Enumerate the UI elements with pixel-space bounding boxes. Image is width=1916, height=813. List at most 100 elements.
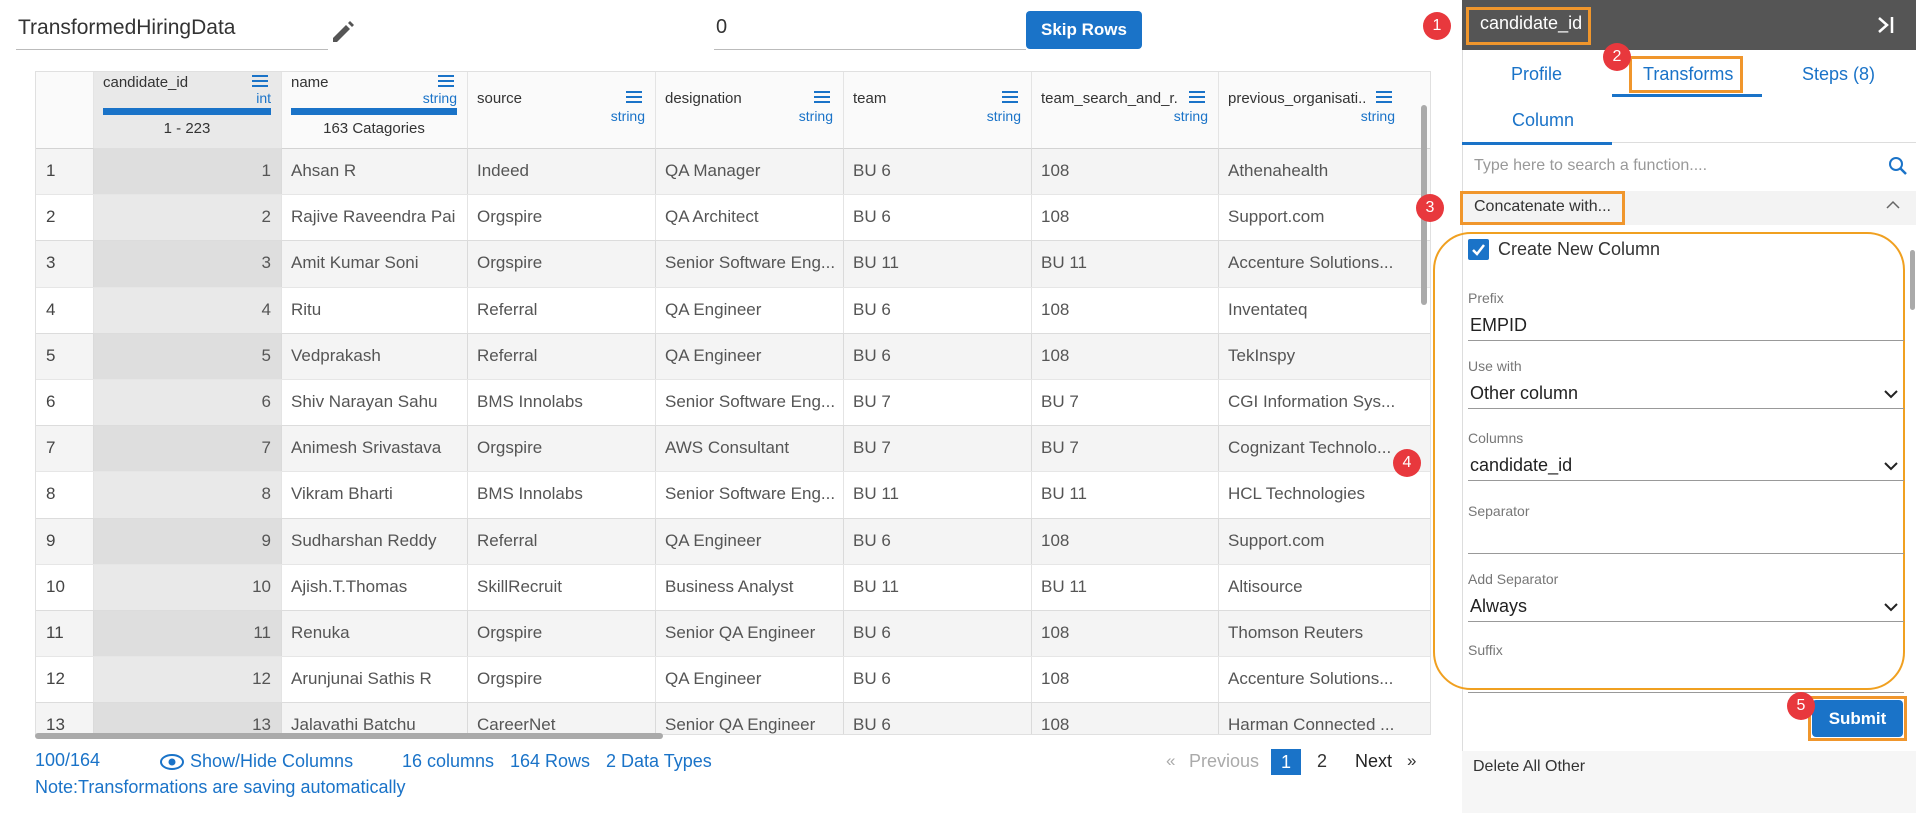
column-menu[interactable] xyxy=(814,91,830,103)
column-divider xyxy=(93,72,94,734)
edit-icon[interactable] xyxy=(330,18,356,44)
row-bg xyxy=(36,240,1430,287)
column-divider xyxy=(467,72,468,734)
submit-button[interactable]: Submit xyxy=(1812,700,1903,737)
checkbox[interactable] xyxy=(1468,239,1489,260)
page-1[interactable]: 1 xyxy=(1271,749,1301,775)
show-hide-columns[interactable]: Show/Hide Columns xyxy=(190,751,354,771)
field-value[interactable]: EMPID xyxy=(1470,315,1528,335)
column-name: team xyxy=(853,90,887,107)
previous[interactable]: Previous xyxy=(1189,751,1260,771)
next[interactable]: Next xyxy=(1355,751,1393,771)
row-line xyxy=(36,610,1430,611)
column-menu[interactable] xyxy=(438,75,454,87)
summary-bar xyxy=(103,108,271,115)
column-menu[interactable] xyxy=(1376,91,1392,103)
cell: 108 xyxy=(1041,299,1070,319)
skip-button[interactable]: Skip Rows xyxy=(1026,11,1142,49)
cell: Referral xyxy=(477,299,538,319)
row-bg xyxy=(36,148,1430,195)
cell: Shiv Narayan Sahu xyxy=(291,392,438,411)
dataset-name: TransformedHiringData xyxy=(18,16,236,39)
selected-column xyxy=(93,72,281,734)
row-index: 1 xyxy=(46,161,56,180)
cell: 4 xyxy=(261,299,271,319)
column-divider xyxy=(843,72,844,734)
row-line xyxy=(36,286,1430,288)
column-name: team_search_and_r... xyxy=(1041,90,1178,107)
tab[interactable]: Profile xyxy=(1511,64,1563,84)
row-index: 5 xyxy=(46,345,56,365)
column-title: candidate_id xyxy=(1480,13,1583,33)
section-row[interactable] xyxy=(1462,191,1916,225)
field-line xyxy=(1468,621,1904,622)
collapse-icon[interactable] xyxy=(1876,15,1896,35)
row-index: 11 xyxy=(46,623,64,642)
cell: TekInspy xyxy=(1228,345,1296,365)
cell: BMS Innolabs xyxy=(477,392,583,411)
dropdown-arrow[interactable] xyxy=(1884,389,1898,399)
column-menu[interactable] xyxy=(1002,91,1018,103)
cell: Jalavathi Batchu xyxy=(291,715,416,735)
cell: CareerNet xyxy=(477,715,556,735)
column-divider xyxy=(655,72,656,734)
cell: BU 6 xyxy=(853,299,891,319)
column-summary: 1 - 223 xyxy=(163,120,211,137)
cell: 1 xyxy=(261,161,271,180)
field-value[interactable]: candidate_id xyxy=(1470,455,1573,475)
row-line xyxy=(36,240,1430,242)
panel-scrollbar[interactable] xyxy=(1910,250,1915,310)
column-divider xyxy=(281,72,282,734)
cell: 11 xyxy=(253,623,271,642)
cell: CGI Information Sys... xyxy=(1228,392,1396,411)
cell: Accenture Solutions... xyxy=(1228,669,1394,689)
menu-bar xyxy=(1002,96,1018,98)
menu-bar xyxy=(814,96,830,98)
cell: AWS Consultant xyxy=(665,438,790,458)
row-index: 9 xyxy=(46,530,56,550)
search-input[interactable]: Type here to search a function.... xyxy=(1474,157,1708,174)
cell: Referral xyxy=(477,345,538,365)
row-line xyxy=(36,379,1430,380)
skip-input[interactable]: 0 xyxy=(716,16,728,38)
cell: Senior QA Engineer xyxy=(665,623,816,642)
row-bg xyxy=(36,425,1430,472)
field-value[interactable]: Other column xyxy=(1470,383,1579,403)
cell: Athenahealth xyxy=(1228,161,1329,180)
row-line xyxy=(36,517,1430,519)
callout: 4 xyxy=(1393,449,1421,477)
column-menu[interactable] xyxy=(626,91,642,103)
cell: Business Analyst xyxy=(665,576,794,596)
dropdown-arrow[interactable] xyxy=(1884,461,1898,471)
cell: Vedprakash xyxy=(291,345,381,365)
highlight xyxy=(1629,56,1743,93)
tab[interactable]: Steps (8) xyxy=(1802,64,1876,84)
next-function[interactable]: Delete All Other xyxy=(1473,758,1586,775)
highlight xyxy=(1808,696,1907,741)
cell: Referral xyxy=(477,530,538,550)
h-scrollbar[interactable] xyxy=(35,733,663,739)
search-icon[interactable] xyxy=(1888,156,1908,176)
cell: 12 xyxy=(252,669,271,689)
row-line xyxy=(36,425,1430,427)
menu-bar xyxy=(438,80,454,82)
dropdown-arrow[interactable] xyxy=(1884,602,1898,612)
tab[interactable]: Transforms xyxy=(1643,64,1734,84)
field-label: Use with xyxy=(1468,358,1522,374)
page-2[interactable]: 2 xyxy=(1317,751,1328,771)
menu-bar xyxy=(252,80,268,82)
column-name: designation xyxy=(665,90,742,107)
row-line xyxy=(36,332,1430,334)
column-menu[interactable] xyxy=(1189,91,1205,103)
row-line xyxy=(36,194,1430,196)
data-grid: candidate_id int 1 - 223 name string 163 Cata… xyxy=(35,71,1431,735)
list-row xyxy=(1462,751,1916,813)
field-value[interactable]: Always xyxy=(1470,596,1528,616)
subtab[interactable]: Column xyxy=(1512,110,1575,130)
column-menu[interactable] xyxy=(252,75,268,87)
callout: 3 xyxy=(1416,194,1444,222)
field-line xyxy=(1468,553,1904,554)
cell: Altisource xyxy=(1228,576,1303,596)
cell: Amit Kumar Soni xyxy=(291,253,419,273)
